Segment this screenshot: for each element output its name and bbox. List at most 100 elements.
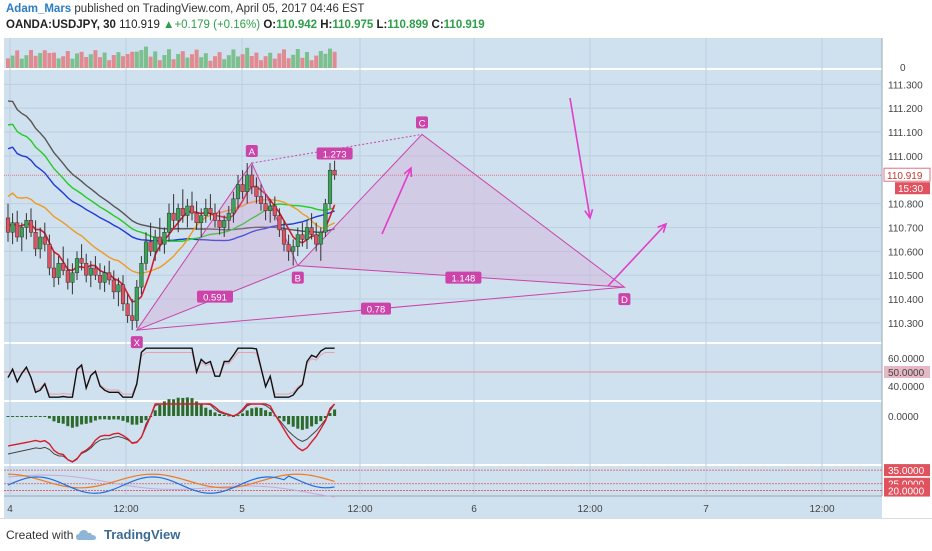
volume-bar bbox=[208, 60, 213, 68]
time-axis-panel bbox=[4, 496, 882, 518]
volume-bar bbox=[240, 54, 245, 68]
candle-body bbox=[318, 231, 323, 245]
chart-area[interactable]: 1.273 0.591 1.148 0.78 X A B C D 111.300 111.200 1… bbox=[0, 38, 932, 518]
macd-histogram-bar bbox=[34, 415, 38, 417]
macd-histogram-bar bbox=[84, 416, 88, 424]
macd-histogram-bar bbox=[158, 404, 162, 416]
candle-body bbox=[254, 186, 259, 197]
dmi-level-box bbox=[884, 484, 930, 497]
candle-body bbox=[222, 220, 227, 228]
time-tick-label: 12:00 bbox=[577, 504, 602, 515]
macd-histogram-bar bbox=[89, 416, 93, 423]
macd-histogram-bar bbox=[328, 413, 332, 416]
volume-bar bbox=[272, 58, 277, 68]
rsi-line bbox=[7, 347, 335, 398]
candle-body bbox=[157, 236, 162, 245]
volume-bar bbox=[61, 56, 66, 68]
low-label: L: bbox=[376, 19, 388, 31]
pattern-point-label: C bbox=[419, 118, 426, 129]
macd-histogram-bar bbox=[135, 416, 139, 425]
volume-bar bbox=[199, 57, 204, 68]
volume-bar bbox=[139, 50, 144, 68]
macd-histogram-bar bbox=[121, 416, 125, 421]
pattern-point-badge bbox=[416, 116, 428, 129]
time-tick-label: 4 bbox=[7, 504, 13, 515]
volume-bar bbox=[125, 54, 130, 68]
up-arrow-icon: ▲ bbox=[163, 19, 175, 31]
candle-body bbox=[130, 315, 135, 321]
volume-bar bbox=[167, 49, 171, 68]
macd-histogram-bar bbox=[259, 407, 263, 416]
candle-body bbox=[116, 284, 121, 293]
macd-histogram-bar bbox=[199, 404, 203, 416]
volume-bar bbox=[130, 51, 135, 68]
volume-bar bbox=[33, 55, 38, 68]
dmi-pane bbox=[4, 466, 882, 496]
candle-body bbox=[309, 227, 314, 235]
candle-body bbox=[139, 263, 144, 288]
candle-body bbox=[245, 174, 250, 192]
time-tick-label: 12:00 bbox=[809, 504, 834, 515]
macd-histogram-bar bbox=[98, 416, 102, 420]
rsi-signal-line bbox=[7, 351, 335, 395]
volume-bar bbox=[249, 56, 254, 68]
projection-arrow-head bbox=[657, 222, 668, 233]
candle-body bbox=[180, 208, 185, 216]
price-tick-label: 111.000 bbox=[888, 152, 923, 163]
macd-histogram-bar bbox=[314, 416, 318, 425]
volume-bar bbox=[314, 55, 319, 68]
close-value: 110.919 bbox=[443, 19, 485, 31]
last-price-box bbox=[883, 167, 931, 182]
macd-histogram-bar bbox=[38, 416, 42, 417]
candle-body bbox=[272, 205, 277, 216]
macd-histogram-bar bbox=[291, 416, 295, 427]
macd-histogram-bar bbox=[195, 401, 199, 416]
macd-histogram-bar bbox=[93, 416, 97, 421]
tradingview-brand[interactable]: TradingView bbox=[104, 527, 181, 542]
macd-histogram-bar bbox=[282, 416, 286, 422]
macd-histogram-bar bbox=[319, 416, 323, 422]
candle-body bbox=[226, 212, 231, 221]
ma-red-line bbox=[7, 185, 336, 303]
candle-body bbox=[277, 215, 282, 231]
volume-bar bbox=[282, 49, 286, 68]
macd-histogram-bar bbox=[300, 416, 304, 430]
author-link[interactable]: Adam_Mars bbox=[6, 3, 72, 15]
candle-body bbox=[286, 243, 291, 252]
pattern-point-badge bbox=[130, 336, 143, 349]
candle-body bbox=[143, 241, 149, 264]
candle-body bbox=[171, 212, 176, 221]
candle-body bbox=[107, 272, 112, 281]
macd-histogram-bar bbox=[181, 397, 185, 416]
projection-arrow-line bbox=[569, 97, 591, 219]
oscillators bbox=[6, 347, 337, 498]
macd-histogram-bar bbox=[29, 416, 33, 417]
candle-body bbox=[194, 212, 199, 223]
candle-body bbox=[291, 246, 296, 252]
volume-bar bbox=[84, 57, 89, 68]
candle-body bbox=[97, 274, 103, 283]
symbol-label: OANDA:USDJPY, 30 bbox=[6, 19, 116, 31]
volume-bar bbox=[148, 56, 153, 68]
macd-histogram-bar bbox=[236, 415, 240, 417]
candle-body bbox=[327, 169, 333, 204]
volume-bar bbox=[217, 52, 222, 68]
open-label: O: bbox=[263, 19, 277, 31]
pattern-point-badge bbox=[618, 293, 631, 306]
volume-bar bbox=[226, 55, 231, 68]
macd-line bbox=[7, 403, 336, 463]
volume-bar bbox=[245, 47, 250, 68]
dmi-level-box bbox=[884, 464, 930, 477]
macd-histogram-bar bbox=[172, 399, 176, 416]
volume-bar bbox=[107, 60, 112, 68]
ratio-badge bbox=[445, 271, 482, 284]
volume-bar bbox=[47, 53, 52, 68]
macd-histogram-bar bbox=[254, 407, 258, 416]
ratio-badge bbox=[197, 290, 233, 303]
volume-bar bbox=[102, 52, 107, 68]
ma-orange-line bbox=[7, 192, 335, 275]
candle-body bbox=[102, 272, 107, 283]
pattern-point-badge bbox=[245, 145, 258, 158]
harmonic-pattern: 1.273 0.591 1.148 0.78 X A B C D bbox=[130, 116, 631, 349]
